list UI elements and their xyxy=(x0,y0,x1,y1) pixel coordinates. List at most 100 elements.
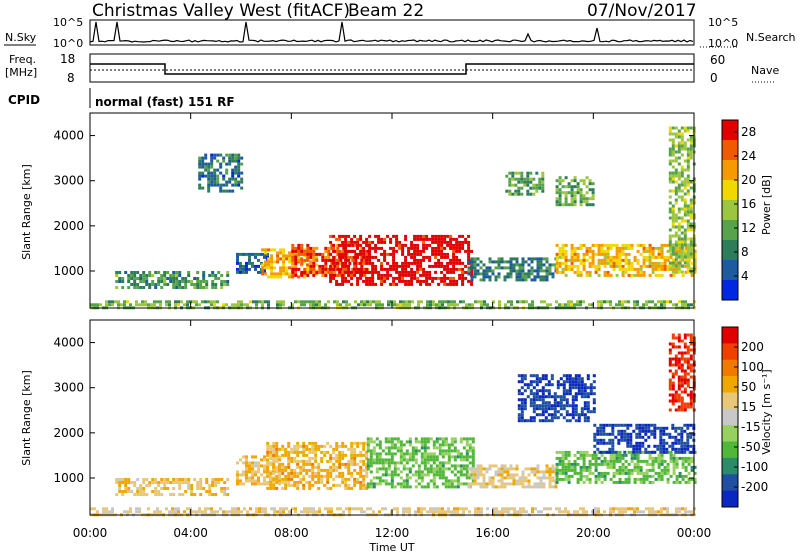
power-echo-cell xyxy=(437,234,441,238)
power-echo-cell xyxy=(211,286,215,289)
velocity-echo-cell xyxy=(659,450,663,454)
power-echo-cell xyxy=(264,272,268,276)
power-echo-cell xyxy=(677,144,681,148)
power-echo-cell xyxy=(210,180,214,184)
power-echo-cell xyxy=(465,303,468,307)
velocity-echo-cell xyxy=(573,459,577,463)
power-echo-cell xyxy=(579,261,583,265)
velocity-echo-cell xyxy=(648,510,651,514)
velocity-echo-cell xyxy=(390,443,394,447)
power-echo-cell xyxy=(449,279,453,283)
power-echo-cell xyxy=(633,267,637,271)
power-echo-cell xyxy=(300,270,304,274)
velocity-echo-cell xyxy=(603,471,607,475)
velocity-echo-cell xyxy=(199,481,203,484)
velocity-colorbar-segment xyxy=(722,408,738,426)
power-echo-cell xyxy=(541,174,545,178)
power-echo-cell xyxy=(378,303,381,307)
power-echo-cell xyxy=(279,251,283,255)
power-echo-cell xyxy=(419,234,423,238)
power-echo-cell xyxy=(359,234,363,238)
velocity-echo-cell xyxy=(517,398,521,402)
power-echo-cell xyxy=(677,267,681,271)
power-echo-cell xyxy=(508,171,512,175)
power-echo-cell xyxy=(135,303,138,307)
power-echo-cell xyxy=(381,303,384,307)
power-echo-cell xyxy=(365,255,369,259)
power-echo-cell xyxy=(294,255,298,259)
velocity-echo-cell xyxy=(621,507,624,511)
power-echo-cell xyxy=(199,283,203,286)
velocity-echo-cell xyxy=(417,510,420,514)
velocity-echo-cell xyxy=(603,462,607,466)
power-echo-cell xyxy=(464,276,468,280)
velocity-echo-cell xyxy=(674,363,678,367)
velocity-echo-cell xyxy=(468,437,472,441)
power-echo-cell xyxy=(612,258,616,262)
power-echo-cell xyxy=(210,153,214,157)
velocity-echo-cell xyxy=(290,483,294,487)
power-echo-cell xyxy=(680,198,684,202)
velocity-echo-cell xyxy=(677,387,681,391)
power-echo-cell xyxy=(654,303,657,307)
velocity-echo-cell xyxy=(450,455,454,459)
power-echo-cell xyxy=(175,274,179,277)
power-echo-cell xyxy=(216,183,220,187)
power-echo-cell xyxy=(329,234,333,238)
velocity-echo-cell xyxy=(617,438,621,442)
velocity-echo-cell xyxy=(574,380,578,384)
power-echo-cell xyxy=(395,267,399,271)
power-echo-cell xyxy=(648,261,652,265)
power-echo-cell xyxy=(648,258,652,262)
velocity-echo-cell xyxy=(674,429,678,433)
power-echo-cell xyxy=(686,270,690,274)
power-echo-cell xyxy=(443,255,447,259)
velocity-echo-cell xyxy=(142,481,146,484)
power-echo-cell xyxy=(419,261,423,265)
nave-tick-top: 60 xyxy=(710,53,725,67)
velocity-echo-cell xyxy=(326,486,330,490)
power-echo-cell xyxy=(338,267,342,271)
power-echo-cell xyxy=(431,276,435,280)
power-echo-cell xyxy=(276,254,280,258)
velocity-echo-cell xyxy=(257,470,260,474)
velocity-echo-cell xyxy=(299,468,303,472)
velocity-echo-cell xyxy=(387,467,391,471)
velocity-echo-cell xyxy=(471,452,475,456)
velocity-echo-cell xyxy=(632,447,636,451)
power-echo-cell xyxy=(407,279,411,283)
velocity-echo-cell xyxy=(369,455,373,459)
power-echo-cell xyxy=(393,303,396,307)
power-echo-cell xyxy=(450,300,453,304)
velocity-echo-cell xyxy=(208,487,212,490)
velocity-echo-cell xyxy=(633,477,637,481)
velocity-echo-cell xyxy=(278,479,281,483)
power-echo-cell xyxy=(648,264,652,268)
power-echo-cell xyxy=(597,303,600,307)
power-echo-cell xyxy=(336,267,340,271)
power-echo-cell xyxy=(422,249,426,253)
velocity-echo-cell xyxy=(693,465,697,469)
velocity-echo-cell xyxy=(405,440,409,444)
velocity-echo-cell xyxy=(320,468,324,472)
power-echo-cell xyxy=(452,252,456,256)
power-echo-cell xyxy=(446,243,450,247)
power-echo-cell xyxy=(174,303,177,307)
velocity-echo-cell xyxy=(524,467,528,471)
power-echo-cell xyxy=(432,300,435,304)
velocity-echo-cell xyxy=(96,510,99,514)
velocity-echo-cell xyxy=(663,459,667,463)
power-echo-cell xyxy=(279,248,283,252)
velocity-echo-cell xyxy=(347,465,351,469)
velocity-echo-cell xyxy=(375,476,379,480)
velocity-echo-cell xyxy=(296,486,300,490)
power-echo-cell xyxy=(353,261,357,265)
velocity-echo-cell xyxy=(609,456,613,460)
power-echo-cell xyxy=(588,249,592,253)
power-echo-cell xyxy=(332,255,336,259)
power-echo-cell xyxy=(689,213,693,217)
power-echo-cell xyxy=(677,150,681,154)
power-echo-cell xyxy=(508,192,512,196)
velocity-echo-cell xyxy=(359,474,363,478)
velocity-echo-cell xyxy=(432,458,436,462)
